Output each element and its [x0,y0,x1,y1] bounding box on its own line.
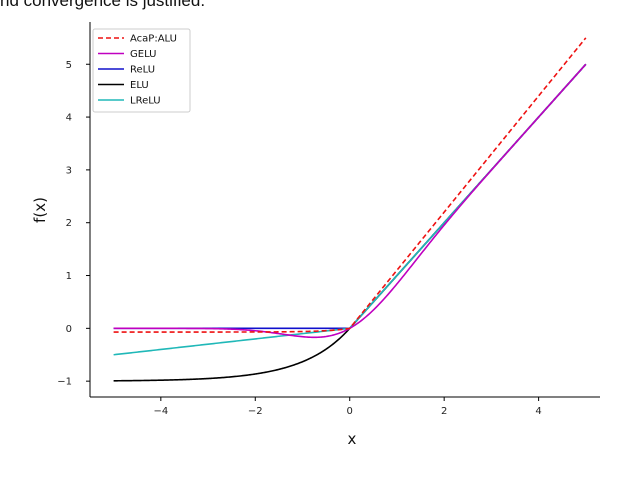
legend-label: AcaP:ALU [130,34,177,45]
y-tick-label: −1 [57,377,72,388]
y-tick-label: 3 [66,165,72,176]
legend-entries: AcaP:ALU GELU ReLU ELU LReLU [98,34,177,107]
y-tick-label: 1 [66,271,72,282]
x-tick-label: 4 [535,406,541,417]
x-tick-label: −2 [248,406,263,417]
y-tick-label: 4 [66,113,72,124]
legend: AcaP:ALU GELU ReLU ELU LReLU [92,28,191,113]
x-axis-label: x [348,430,357,448]
legend-label: GELU [130,49,156,60]
x-tick-label: −4 [153,406,168,417]
series-lines [113,37,587,382]
legend-label: ELU [130,80,149,91]
series-line-acap-alu [113,37,587,333]
x-tick-label: 0 [347,406,353,417]
y-tick-label: 2 [66,218,72,229]
y-tick-label: 5 [66,60,72,71]
x-ticks: −4 −2 0 2 4 [153,397,542,417]
x-tick-label: 2 [441,406,447,417]
y-ticks: −1 0 1 2 3 4 5 [57,60,90,388]
legend-box [92,28,191,113]
axes [89,22,600,398]
y-tick-label: 0 [66,324,72,335]
y-axis-label: f(x) [31,197,49,223]
context-text-top: nd convergence is justified. [0,0,206,10]
legend-label: ReLU [130,65,155,76]
legend-label: LReLU [130,96,161,107]
